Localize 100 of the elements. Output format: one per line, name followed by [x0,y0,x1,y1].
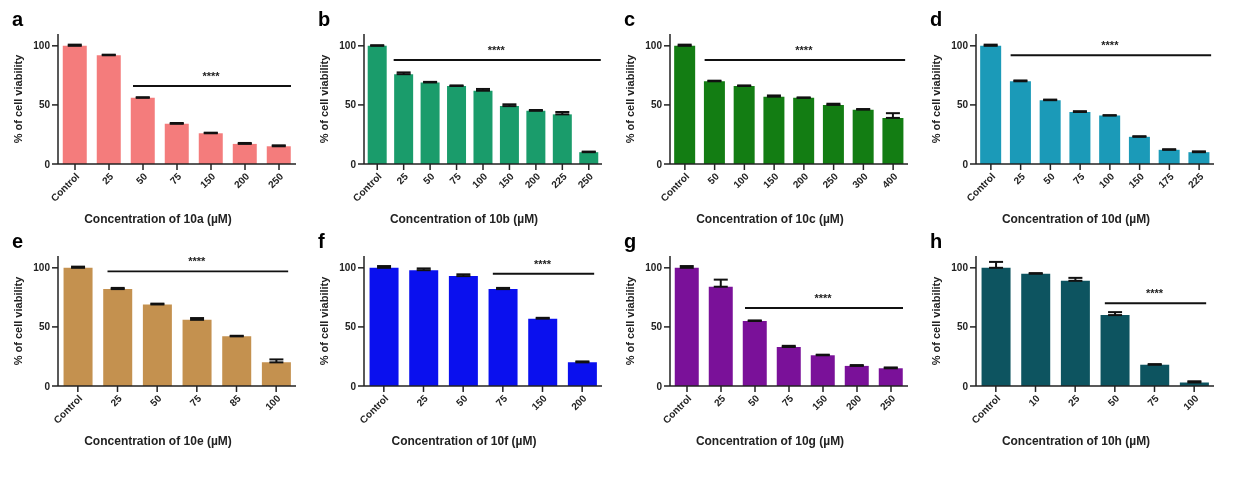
y-tick-label: 0 [962,380,969,392]
y-tick-label: 50 [344,321,357,333]
x-tick-label: 200 [569,392,589,413]
x-tick-label: 85 [227,392,244,409]
y-axis-title: % of cell viability [11,275,24,366]
chart-title: c [623,8,637,30]
x-tick-label: 50 [745,392,762,409]
x-tick-label: 10 [1026,392,1043,409]
x-tick-label: 75 [167,170,184,187]
y-axis-title: % of cell viability [623,275,636,366]
y-tick-label: 100 [951,262,969,274]
y-tick-label: 0 [44,380,51,392]
x-tick-label: 100 [731,170,752,191]
x-tick-label: 200 [231,170,252,191]
x-tick-label: 25 [99,170,116,187]
x-tick-label: 200 [522,170,543,191]
y-tick-label: 50 [650,321,663,333]
x-tick-label: 250 [265,170,286,191]
x-axis-title: Concentration of 10b (µM) [388,212,540,226]
x-axis-title: Concentration of 10c (µM) [695,212,845,226]
x-tick-label: 75 [1070,170,1087,187]
x-tick-label: 50 [133,170,150,187]
x-tick-label: 50 [453,392,470,409]
x-tick-label: 150 [760,170,781,191]
y-tick-label: 0 [656,380,663,392]
x-axis-title: Concentration of 10h (µM) [1000,434,1152,448]
x-tick-label: 25 [1065,392,1082,409]
chart-title: a [11,8,25,30]
x-tick-label: 100 [263,392,283,413]
x-axis-title: Concentration of 10d (µM) [1000,212,1152,226]
y-tick-label: 0 [656,158,663,170]
y-axis-title: % of cell viability [929,275,942,366]
x-axis-title: Concentration of 10a (µM) [83,212,233,226]
x-tick-label: 200 [843,392,864,413]
x-tick-label: 250 [820,170,841,191]
ref-line-label: **** [188,255,207,268]
y-tick-label: 50 [38,99,51,111]
chart-title: d [929,8,944,30]
y-tick-label: 100 [645,262,663,274]
x-tick-label: 50 [420,170,437,187]
ref-line-label: **** [533,257,552,270]
x-tick-label: 250 [575,170,596,191]
x-tick-label: 50 [705,170,722,187]
y-axis-title: % of cell viability [929,53,942,144]
ref-line-label: **** [1101,39,1120,52]
x-tick-label: 25 [108,392,125,409]
x-tick-label: 50 [147,392,164,409]
y-tick-label: 100 [339,40,357,52]
x-tick-label: 25 [414,392,431,409]
y-tick-label: 100 [645,40,663,52]
x-axis-title: Concentration of 10f (µM) [390,434,538,448]
y-axis-title: % of cell viability [317,275,330,366]
y-tick-label: 0 [350,380,357,392]
x-axis-title: Concentration of 10e (µM) [83,434,233,448]
x-tick-label: 50 [1105,392,1122,409]
x-tick-label: 25 [711,392,728,409]
y-tick-label: 0 [350,158,357,170]
ref-line-label: **** [487,44,506,56]
y-tick-label: 50 [38,321,51,333]
x-tick-label: 75 [779,392,796,409]
chart-title: h [929,230,944,252]
x-tick-label: 300 [850,170,871,191]
ref-line-label: **** [814,292,833,304]
x-tick-label: 100 [1096,170,1117,191]
y-axis-title: % of cell viability [623,53,636,144]
x-tick-label: 150 [529,392,550,413]
chart-title: b [317,8,332,30]
x-tick-label: 225 [549,170,570,191]
y-tick-label: 100 [339,262,357,274]
x-tick-label: 50 [1041,170,1058,187]
x-tick-label: 75 [187,392,204,409]
y-tick-label: 50 [956,99,969,111]
x-tick-label: 150 [1126,170,1147,191]
y-tick-label: 100 [33,40,51,52]
chart-title: f [317,230,326,252]
x-tick-label: 75 [1145,392,1162,409]
x-axis-title: Concentration of 10g (µM) [694,434,846,448]
x-tick-label: 75 [447,170,464,187]
x-tick-label: 175 [1156,170,1177,191]
x-tick-label: 150 [496,170,517,191]
y-tick-label: 100 [951,40,969,52]
y-axis-title: % of cell viability [11,53,24,144]
x-tick-label: 25 [1011,170,1028,187]
y-tick-label: 0 [44,158,51,170]
x-tick-label: 150 [809,392,830,413]
chart-title: g [623,230,638,252]
x-tick-label: 25 [394,170,411,187]
x-tick-label: 250 [877,392,898,413]
x-tick-label: 150 [197,170,218,191]
x-tick-label: 75 [493,392,510,409]
ref-line-label: **** [1145,287,1164,300]
y-axis-title: % of cell viability [317,53,330,144]
x-tick-label: 225 [1185,170,1206,191]
y-tick-label: 50 [344,99,357,111]
x-tick-label: 100 [1181,392,1201,413]
y-tick-label: 50 [956,321,969,333]
x-tick-label: 400 [879,170,900,191]
y-tick-label: 0 [962,158,969,170]
ref-line-label: **** [202,70,221,82]
y-tick-label: 100 [33,262,51,274]
